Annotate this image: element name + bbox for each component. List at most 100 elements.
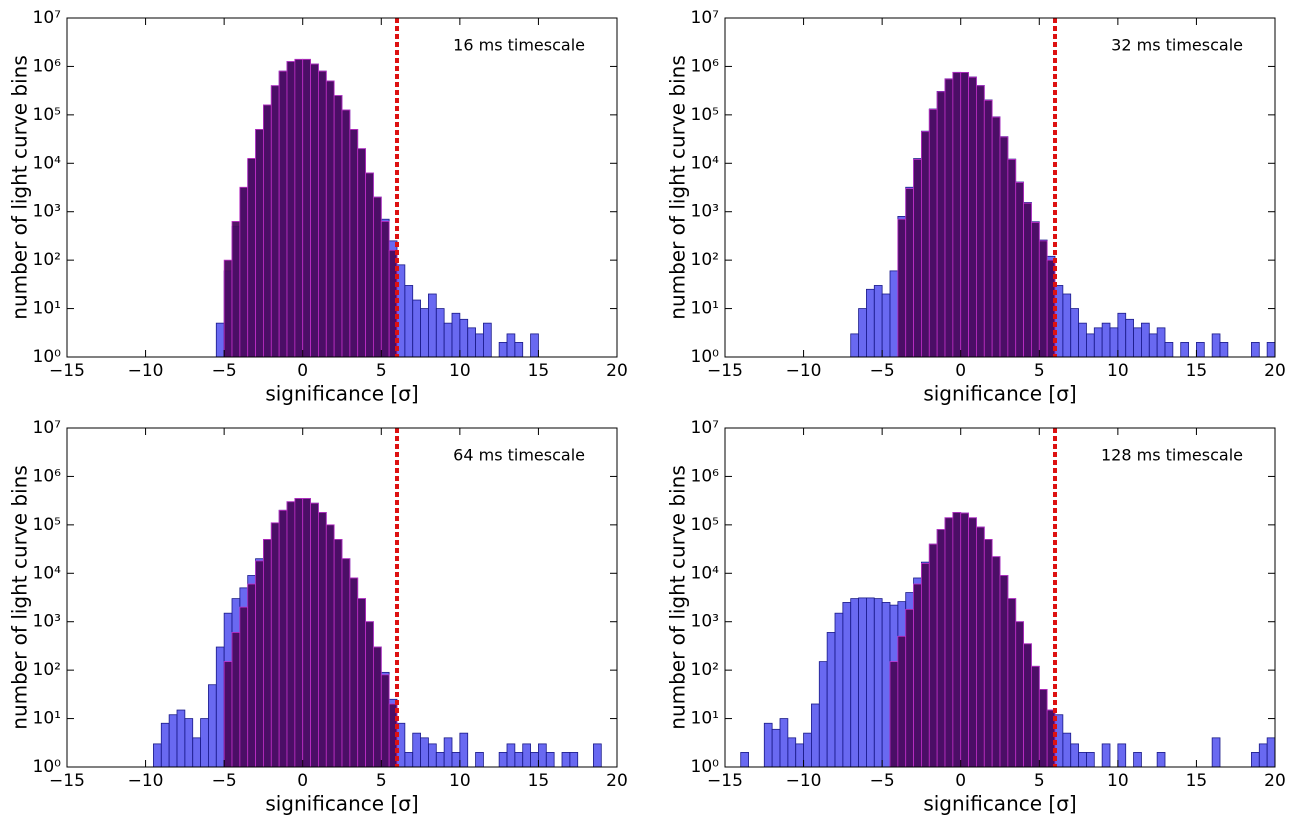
histogram-bar [459, 318, 469, 358]
y-axis-label: number of light curve bins [666, 465, 690, 729]
histogram-bar [208, 684, 217, 768]
x-axis-label: significance [σ] [265, 382, 418, 406]
histogram-bar [763, 722, 773, 768]
histogram-bar [1078, 322, 1087, 358]
annotation: 16 ms timescale [453, 36, 585, 55]
y-tick-label: 10⁶ [691, 466, 720, 486]
y-tick-label: 10² [33, 660, 61, 680]
histogram-bar [459, 732, 469, 768]
histogram-bar [1156, 327, 1166, 358]
y-tick-label: 10³ [33, 612, 61, 632]
plot-frame [66, 427, 618, 768]
histogram-bar [858, 308, 867, 358]
histogram-bar [866, 288, 875, 358]
y-tick-label: 10² [691, 250, 719, 270]
histogram-bar [506, 743, 516, 768]
y-tick-label: 10⁰ [691, 347, 720, 367]
histogram-bar [983, 99, 993, 358]
histogram-bar [873, 285, 883, 358]
x-axis-label: significance [σ] [923, 792, 1076, 816]
histogram-bar [1109, 327, 1119, 358]
histogram-bar [779, 718, 789, 768]
histogram-bar [373, 646, 382, 768]
histogram-bar [905, 188, 914, 358]
histogram-bar [475, 333, 484, 358]
y-tick-label: 10⁰ [33, 757, 62, 777]
histogram-bar [341, 109, 351, 358]
histogram-bar [889, 661, 899, 768]
histogram-bar [936, 529, 946, 768]
histogram-bar [435, 752, 445, 768]
histogram-bar [1251, 752, 1260, 768]
histogram-bar [176, 709, 186, 768]
histogram-bar [1266, 737, 1276, 768]
histogram-bar [215, 646, 225, 768]
histogram-bar [1038, 689, 1048, 768]
x-tick-label: −15 [49, 771, 85, 791]
histogram-bar [522, 743, 531, 768]
annotation: 64 ms timescale [453, 446, 585, 465]
y-tick-label: 10⁵ [33, 515, 61, 535]
y-tick-label: 10⁶ [33, 56, 62, 76]
histogram-bar [850, 333, 859, 358]
histogram-bar [263, 104, 272, 358]
histogram-bar [976, 526, 985, 768]
y-tick-label: 10⁵ [691, 515, 719, 535]
histogram-bar [153, 743, 162, 768]
y-axis-label: number of light curve bins [8, 465, 32, 729]
x-tick-label: 20 [606, 771, 628, 791]
histogram-bar [944, 517, 954, 768]
histogram-bar [881, 602, 891, 768]
histogram-bar [1156, 752, 1166, 768]
histogram-bar [270, 522, 280, 768]
histogram-bar [952, 512, 962, 768]
x-tick-label: −10 [786, 771, 822, 791]
histogram-bar [545, 752, 555, 768]
x-tick-label: 5 [1034, 361, 1045, 381]
y-tick-label: 10³ [691, 612, 719, 632]
histogram-bar [858, 597, 867, 768]
x-tick-label: 15 [1186, 771, 1208, 791]
histogram-bar [1180, 342, 1189, 358]
histogram-bar [357, 598, 366, 768]
histogram-bar [200, 718, 209, 768]
histogram-bar [1219, 342, 1229, 358]
histogram-bar [404, 752, 414, 768]
histogram-bar [184, 718, 194, 768]
histogram-bar [380, 221, 390, 358]
histogram-bar [1258, 743, 1268, 768]
histogram-bar [239, 186, 249, 358]
histogram-bar [467, 327, 476, 358]
histogram-bar [1133, 327, 1142, 358]
histogram-bar [420, 737, 429, 768]
x-tick-label: −5 [870, 771, 895, 791]
histogram-bar [803, 732, 812, 768]
y-tick-label: 10⁵ [691, 105, 719, 125]
histogram-bar [168, 714, 178, 768]
histogram-bar [1164, 342, 1174, 358]
histogram-bar [1148, 333, 1158, 358]
x-tick-label: 20 [1264, 361, 1286, 381]
histogram-bar [380, 674, 390, 768]
histogram-bar [310, 502, 319, 768]
histogram-bar [160, 722, 170, 768]
y-tick-label: 10⁷ [691, 418, 720, 438]
histogram-bar [333, 95, 343, 358]
histogram-bar [530, 752, 539, 768]
histogram-bar [530, 333, 539, 358]
y-tick-label: 10⁶ [33, 466, 62, 486]
histogram-bar [349, 129, 359, 358]
histogram-bar [818, 661, 828, 768]
histogram-bar [349, 577, 359, 768]
histogram-bar [881, 293, 891, 358]
histogram-bar [1196, 342, 1205, 358]
histogram-bar [263, 539, 272, 768]
histogram-bar [991, 116, 1001, 358]
histogram-bar [913, 159, 922, 358]
histogram-bar [889, 270, 899, 358]
plot-frame [724, 17, 1276, 358]
histogram-bar [1117, 312, 1127, 358]
histogram-bar [435, 308, 445, 358]
x-axis-label: significance [σ] [265, 792, 418, 816]
histogram-bar [897, 218, 907, 358]
